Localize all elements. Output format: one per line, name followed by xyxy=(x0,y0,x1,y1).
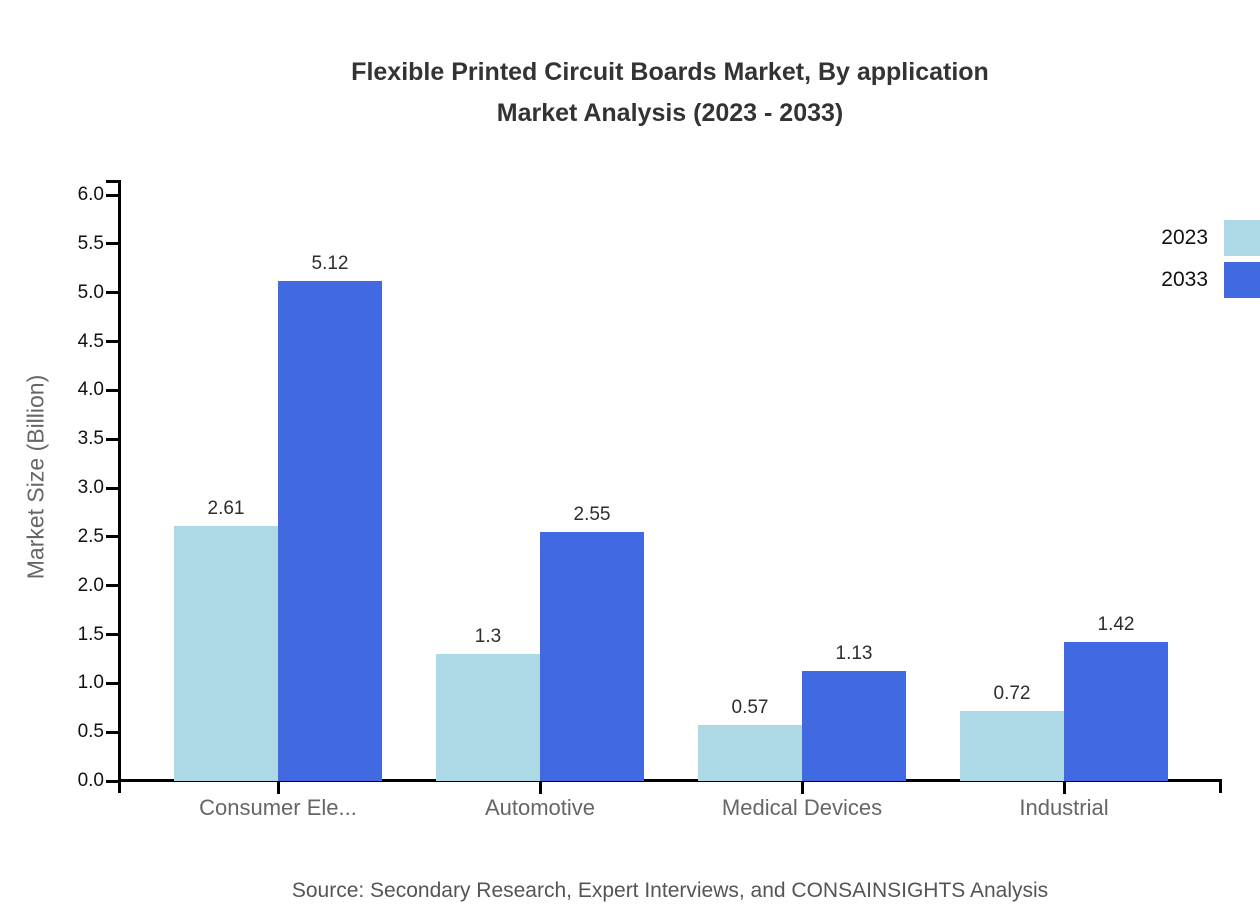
y-tick-label: 3.5 xyxy=(77,428,104,450)
y-tick xyxy=(106,242,118,246)
y-tick-label: 0.5 xyxy=(77,721,104,743)
x-axis-end-cap xyxy=(1219,779,1222,793)
chart-title: Flexible Printed Circuit Boards Market, … xyxy=(80,52,1260,134)
legend-label-2033: 2033 xyxy=(1161,268,1208,291)
x-tick xyxy=(1062,782,1066,794)
y-tick xyxy=(106,340,118,343)
y-tick xyxy=(106,535,118,539)
bar-value-label-2033-medical-devices: 1.13 xyxy=(835,642,873,664)
x-tick xyxy=(538,782,542,794)
y-tick xyxy=(106,388,118,392)
x-category-label: Industrial xyxy=(1019,795,1109,820)
legend-swatch-2033 xyxy=(1224,262,1260,298)
y-tick xyxy=(106,486,118,490)
y-tick xyxy=(106,291,118,295)
bar-value-label-2023-industrial: 0.72 xyxy=(993,682,1031,704)
legend-label-2023: 2023 xyxy=(1161,226,1208,249)
bar-2023-industrial xyxy=(960,710,1064,781)
y-tick-label: 3.0 xyxy=(77,477,104,498)
y-axis-line xyxy=(118,180,121,793)
bar-2023-medical-devices xyxy=(698,725,802,781)
y-tick-label: 4.0 xyxy=(77,379,104,401)
y-tick-label: 5.5 xyxy=(77,232,104,254)
y-tick xyxy=(106,681,118,685)
y-tick xyxy=(106,633,118,636)
bar-value-label-2023-medical-devices: 0.57 xyxy=(731,697,769,719)
y-tick xyxy=(106,779,118,783)
bar-2023-automotive xyxy=(436,654,540,781)
x-tick xyxy=(800,782,804,794)
bar-value-label-2023-automotive: 1.3 xyxy=(474,626,502,648)
bar-2033-industrial xyxy=(1064,642,1168,781)
y-tick xyxy=(106,730,118,734)
x-tick xyxy=(276,782,280,794)
bar-2033-consumer-ele xyxy=(278,280,382,781)
y-tick xyxy=(106,437,118,441)
bar-value-label-2033-automotive: 2.55 xyxy=(573,503,611,525)
x-category-label: Consumer Ele... xyxy=(199,795,357,820)
y-tick-label: 0.0 xyxy=(77,770,104,791)
y-tick xyxy=(106,193,118,197)
y-tick-label: 2.0 xyxy=(77,574,104,596)
x-category-label: Automotive xyxy=(484,795,596,820)
bar-2033-automotive xyxy=(540,531,644,781)
y-axis-end-cap xyxy=(106,180,118,183)
chart-title-line2: Market Analysis (2023 - 2033) xyxy=(496,99,844,127)
y-tick xyxy=(106,584,118,588)
legend-swatch-2023 xyxy=(1224,220,1260,256)
bar-2023-consumer-ele xyxy=(174,526,278,781)
source-note: Source: Secondary Research, Expert Inter… xyxy=(291,879,1049,902)
x-category-label: Medical Devices xyxy=(721,795,883,820)
bar-value-label-2023-consumer-ele: 2.61 xyxy=(207,498,245,520)
chart-title-line1: Flexible Printed Circuit Boards Market, … xyxy=(351,58,989,86)
y-tick-label: 1.5 xyxy=(77,623,104,645)
bar-value-label-2033-industrial: 1.42 xyxy=(1097,614,1135,636)
x-axis-line xyxy=(118,779,1222,782)
y-tick-label: 1.0 xyxy=(77,672,104,694)
bar-2033-medical-devices xyxy=(802,670,906,781)
y-tick-label: 4.5 xyxy=(77,330,104,352)
y-tick-label: 6.0 xyxy=(77,184,104,205)
bar-value-label-2033-consumer-ele: 5.12 xyxy=(311,252,349,274)
y-tick-label: 2.5 xyxy=(77,525,104,547)
y-tick-label: 5.0 xyxy=(77,281,104,303)
